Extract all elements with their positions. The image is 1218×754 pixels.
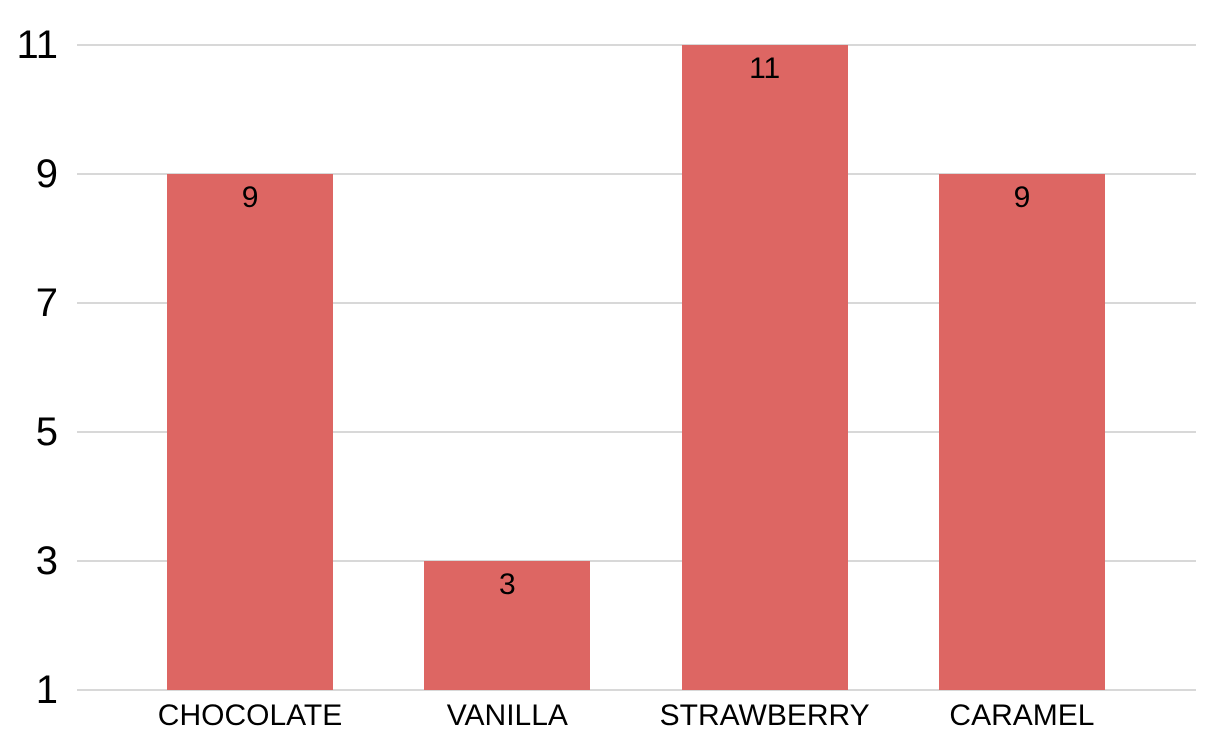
bar-value-label-strawberry: 11: [749, 52, 781, 85]
x-axis-label-chocolate: CHOCOLATE: [157, 699, 343, 732]
y-tick-label-1: 1: [35, 668, 58, 712]
gridline-7: [77, 302, 1196, 304]
bar-vanilla: [424, 561, 591, 690]
gridline-9: [77, 173, 1196, 175]
bar-value-label-chocolate: 9: [241, 181, 259, 214]
gridline-1: [77, 689, 1196, 691]
x-axis-label-vanilla: VANILLA: [446, 699, 568, 732]
gridline-11: [77, 44, 1196, 46]
bar-strawberry: [681, 45, 848, 690]
y-tick-label-11: 11: [16, 23, 58, 67]
gridline-5: [77, 431, 1196, 433]
x-axis-label-caramel: CARAMEL: [949, 699, 1095, 732]
bar-chocolate: [167, 174, 334, 690]
y-tick-label-7: 7: [35, 281, 58, 325]
bar-value-label-vanilla: 3: [499, 568, 516, 601]
bar-caramel: [938, 174, 1105, 690]
y-tick-label-5: 5: [35, 410, 58, 454]
gridline-3: [77, 560, 1196, 562]
x-axis-label-strawberry: STRAWBERRY: [659, 699, 870, 732]
y-tick-label-9: 9: [35, 152, 58, 196]
bar-value-label-caramel: 9: [1013, 181, 1031, 214]
y-tick-label-3: 3: [35, 539, 58, 583]
